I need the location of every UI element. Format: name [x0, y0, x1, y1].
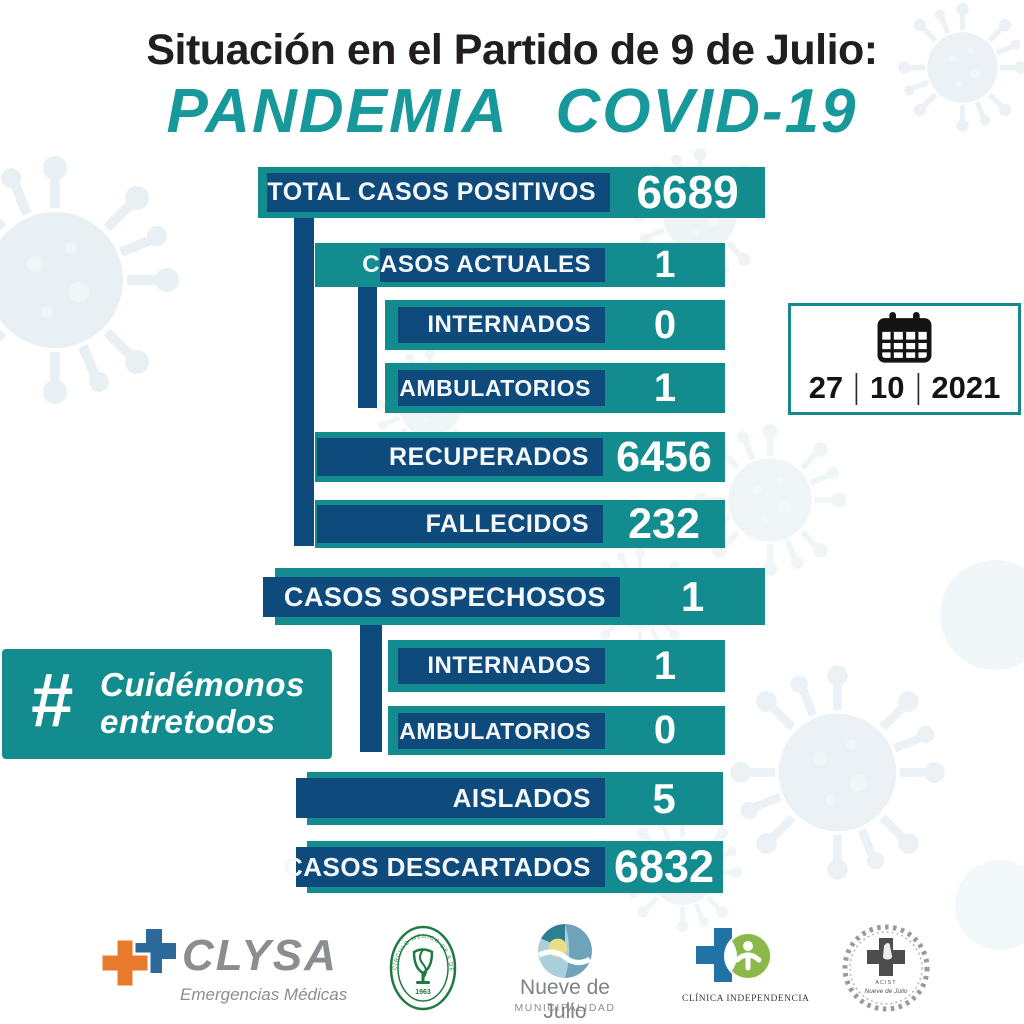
clysa-cross-icon	[100, 929, 176, 989]
stat-bar-recuperados: RECUPERADOS 6456	[315, 432, 725, 482]
clysa-tagline: Emergencias Médicas	[180, 985, 348, 1004]
municipalidad-name: Nueve de Julio	[520, 976, 610, 1023]
connector-line	[294, 212, 314, 546]
virus-decoration-icon	[0, 150, 185, 410]
stat-bar-casos-sospechosos: CASOS SOSPECHOSOS 1	[263, 568, 765, 625]
stat-value: 232	[628, 500, 700, 548]
stat-label: TOTAL CASOS POSITIVOS	[267, 173, 610, 212]
date-separator: |	[853, 368, 860, 406]
date-separator: |	[915, 368, 921, 406]
stat-value: 5	[652, 775, 676, 822]
stat-label: RECUPERADOS	[317, 438, 603, 476]
stat-value: 1	[653, 644, 677, 688]
stat-label: CASOS SOSPECHOSOS	[263, 577, 620, 617]
clinica-independencia-name: CLÍNICA INDEPENDENCIA	[682, 994, 810, 1004]
stat-label: INTERNADOS	[398, 307, 605, 343]
connector-line	[358, 278, 377, 408]
stat-value: 0	[653, 303, 677, 347]
stat-value: 0	[653, 708, 677, 752]
circulo-medico-emblem-icon: CÍRCULO MÉDICO DE 9 DE JULIO 1963	[385, 920, 457, 1011]
clinica-independencia-icon	[696, 928, 772, 982]
stat-bar-aislados: AISLADOS 5	[296, 772, 723, 825]
clysa-name: CLYSA	[182, 931, 338, 980]
connector-line	[360, 614, 382, 752]
hashtag-line2: entretodos	[100, 703, 276, 740]
background-blob	[940, 560, 1024, 670]
stat-label: INTERNADOS	[398, 648, 605, 684]
municipalidad-logo: Nueve de Julio MUNICIPALIDAD	[500, 922, 630, 1023]
date-text: 27 | 10 | 2021	[809, 368, 1001, 407]
date-box: 27 | 10 | 2021	[788, 303, 1021, 415]
stat-bar-fallecidos: FALLECIDOS 232	[315, 500, 725, 548]
hashtag-line1: Cuidémonos	[100, 666, 305, 703]
emblem-text-line2: Nueve de Julio	[865, 988, 908, 995]
stat-value: 1	[653, 366, 677, 410]
stat-bar-internados-sospechosos: INTERNADOS 1	[388, 640, 725, 692]
stat-value: 1	[680, 573, 705, 620]
date-day: 27	[808, 369, 844, 405]
stat-label: CASOS ACTUALES	[362, 248, 605, 282]
circulo-medico-year: 1963	[415, 989, 431, 996]
clinica-independencia-logo: CLÍNICA INDEPENDENCIA	[682, 924, 810, 1014]
background-blob	[955, 860, 1024, 950]
stat-label: FALLECIDOS	[317, 505, 603, 543]
hash-icon: #	[30, 658, 73, 743]
stat-bar-casos-descartados: CASOS DESCARTADOS 6832	[284, 841, 723, 893]
circulo-medico-logo: CÍRCULO MÉDICO DE 9 DE JULIO 1963	[385, 920, 458, 1012]
page-title: Situación en el Partido de 9 de Julio:	[146, 26, 878, 74]
stat-bar-ambulatorios-sospechosos: AMBULATORIOS 0	[388, 706, 725, 755]
stat-value: 6832	[613, 841, 715, 892]
stat-label: AISLADOS	[296, 778, 605, 818]
virus-decoration-icon	[725, 660, 950, 885]
calendar-icon	[877, 311, 932, 363]
municipalidad-subtitle: MUNICIPALIDAD	[514, 1002, 616, 1014]
hashtag-text: Cuidémonos entretodos	[100, 666, 305, 740]
hashtag-banner: # Cuidémonos entretodos	[2, 649, 332, 759]
date-month: 10	[870, 369, 905, 405]
stat-label: AMBULATORIOS	[398, 370, 605, 406]
stat-bar-casos-actuales: CASOS ACTUALES 1	[315, 243, 725, 287]
hospital-emblem-logo: ACIST Nueve de Julio	[838, 922, 934, 1018]
stat-label: AMBULATORIOS	[398, 713, 605, 749]
stat-label: CASOS DESCARTADOS	[284, 847, 605, 887]
emblem-text-line1: ACIST	[875, 980, 896, 986]
date-year: 2021	[931, 369, 1001, 405]
hospital-emblem-icon: ACIST Nueve de Julio	[842, 924, 930, 1012]
clysa-logo: CLYSA Emergencias Médicas	[100, 925, 390, 1015]
stat-bar-total-casos-positivos: TOTAL CASOS POSITIVOS 6689	[258, 167, 765, 218]
stat-bar-ambulatorios-positivos: AMBULATORIOS 1	[385, 363, 725, 413]
municipalidad-icon	[537, 924, 592, 978]
stat-value: 6689	[636, 166, 739, 218]
page-subtitle: PANDEMIA COVID-19	[166, 77, 858, 146]
stat-bar-internados-positivos: INTERNADOS 0	[385, 300, 725, 350]
stat-value: 1	[654, 244, 676, 286]
stat-value: 6456	[616, 433, 712, 481]
